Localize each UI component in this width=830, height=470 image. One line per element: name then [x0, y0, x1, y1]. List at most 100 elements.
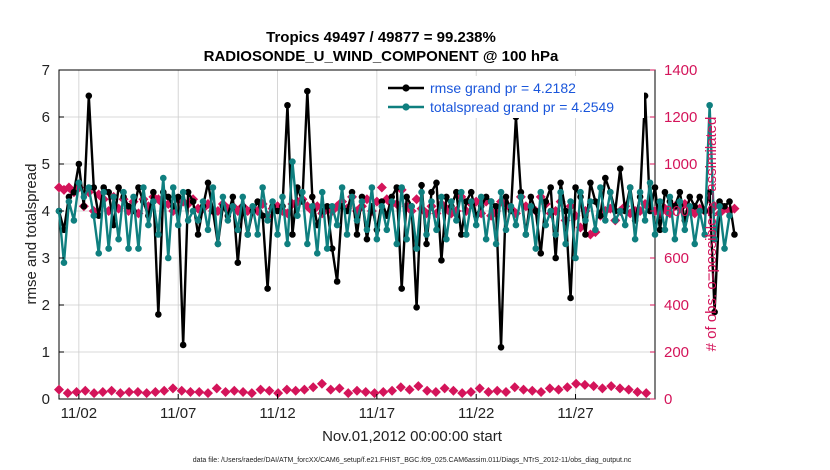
totalspread-marker: [160, 174, 167, 182]
rmse-marker: [696, 193, 703, 201]
totalspread-marker: [542, 221, 550, 229]
rmse-marker: [179, 341, 187, 349]
rmse-marker: [686, 193, 694, 201]
obs-assimilated-marker: [597, 383, 608, 394]
x-tick-label: 11/07: [160, 405, 196, 422]
rmse-marker: [661, 188, 669, 196]
totalspread-marker: [492, 240, 500, 248]
totalspread-marker: [597, 184, 604, 191]
obs-assimilated-marker: [167, 383, 178, 394]
rmse-marker: [323, 203, 331, 210]
totalspread-line: [57, 104, 731, 264]
obs-assimilated-marker: [579, 379, 590, 390]
x-tick-label: 11/27: [557, 405, 593, 422]
totalspread-marker: [626, 184, 634, 191]
obs-assimilated-marker: [89, 388, 100, 399]
rmse-marker: [557, 179, 564, 187]
rmse-marker: [95, 212, 103, 219]
totalspread-marker: [462, 231, 470, 238]
y-tick-label-right: 400: [664, 297, 689, 314]
x-axis-label: Nov.01,2012 00:00:00 start: [322, 428, 503, 445]
obs-assimilated-marker: [387, 385, 398, 396]
totalspread-marker: [721, 245, 728, 252]
totalspread-marker: [706, 101, 713, 109]
rmse-marker: [443, 193, 450, 201]
totalspread-marker: [169, 184, 177, 191]
rmse-marker: [552, 254, 559, 262]
totalspread-marker: [214, 240, 222, 248]
rmse-marker: [492, 203, 500, 210]
totalspread-marker: [368, 184, 376, 191]
rmse-marker: [80, 203, 88, 210]
totalspread-marker: [691, 240, 699, 248]
rmse-marker: [309, 193, 316, 201]
obs-assimilated-marker: [150, 386, 161, 397]
rmse-marker: [348, 188, 356, 196]
totalspread-marker: [527, 203, 535, 210]
rmse-marker: [70, 188, 78, 196]
totalspread-marker: [487, 198, 495, 205]
rmse-marker: [353, 231, 361, 238]
y-tick-label-right: 200: [664, 344, 689, 361]
totalspread-marker: [145, 221, 152, 229]
obs-assimilated-marker: [97, 386, 108, 397]
obs-possible-marker: [376, 182, 387, 193]
obs-assimilated-marker: [606, 381, 617, 392]
totalspread-marker: [621, 221, 629, 229]
totalspread-marker: [209, 184, 217, 191]
rmse-marker: [572, 184, 579, 191]
totalspread-marker: [651, 231, 659, 238]
obs-assimilated-marker: [527, 385, 538, 396]
x-tick-label: 11/12: [259, 405, 295, 422]
obs-assimilated-marker: [220, 386, 231, 397]
totalspread-marker: [353, 217, 361, 224]
totalspread-marker: [701, 231, 708, 238]
rmse-marker: [363, 235, 371, 243]
x-tick-label: 11/22: [458, 405, 494, 422]
totalspread-marker: [60, 259, 68, 267]
rmse-marker: [482, 193, 490, 201]
obs-assimilated-marker: [71, 386, 82, 397]
totalspread-marker: [393, 240, 401, 248]
totalspread-marker: [477, 193, 485, 201]
obs-assimilated-marker: [641, 388, 652, 399]
obs-assimilated-marker: [299, 384, 310, 395]
y-tick-label-right: 1400: [664, 62, 697, 79]
rmse-marker: [333, 278, 341, 285]
rmse-marker: [453, 188, 460, 196]
totalspread-marker: [522, 231, 530, 238]
totalspread-marker: [711, 235, 718, 243]
obs-assimilated-marker: [211, 383, 222, 394]
obs-assimilated-marker: [229, 385, 240, 396]
x-tick-label: 11/02: [61, 405, 97, 422]
totalspread-marker: [552, 231, 559, 238]
totalspread-marker: [323, 245, 331, 252]
totalspread-marker: [135, 245, 142, 252]
rmse-marker: [135, 184, 142, 191]
totalspread-marker: [378, 203, 386, 210]
rmse-marker: [602, 174, 609, 182]
totalspread-marker: [438, 193, 445, 201]
totalspread-marker: [110, 193, 117, 201]
y-tick-label: 2: [42, 297, 50, 314]
totalspread-marker: [105, 245, 112, 252]
rmse-marker: [502, 193, 510, 201]
chart-subtitle: RADIOSONDE_U_WIND_COMPONENT @ 100 hPa: [204, 48, 559, 65]
totalspread-marker: [174, 221, 182, 229]
rmse-marker: [467, 188, 475, 196]
totalspread-marker: [602, 217, 609, 224]
obs-assimilated-marker: [273, 388, 284, 399]
totalspread-marker: [681, 226, 689, 234]
totalspread-marker: [224, 217, 232, 224]
totalspread-marker: [502, 226, 510, 234]
obs-assimilated-marker: [404, 384, 415, 395]
obs-assimilated-marker: [255, 384, 266, 395]
totalspread-marker: [234, 226, 242, 234]
totalspread-marker: [264, 217, 271, 224]
totalspread-marker: [358, 198, 366, 205]
series-assimilated: [54, 378, 652, 399]
obs-assimilated-marker: [106, 385, 117, 396]
rmse-marker: [567, 294, 574, 302]
totalspread-marker: [517, 193, 525, 201]
